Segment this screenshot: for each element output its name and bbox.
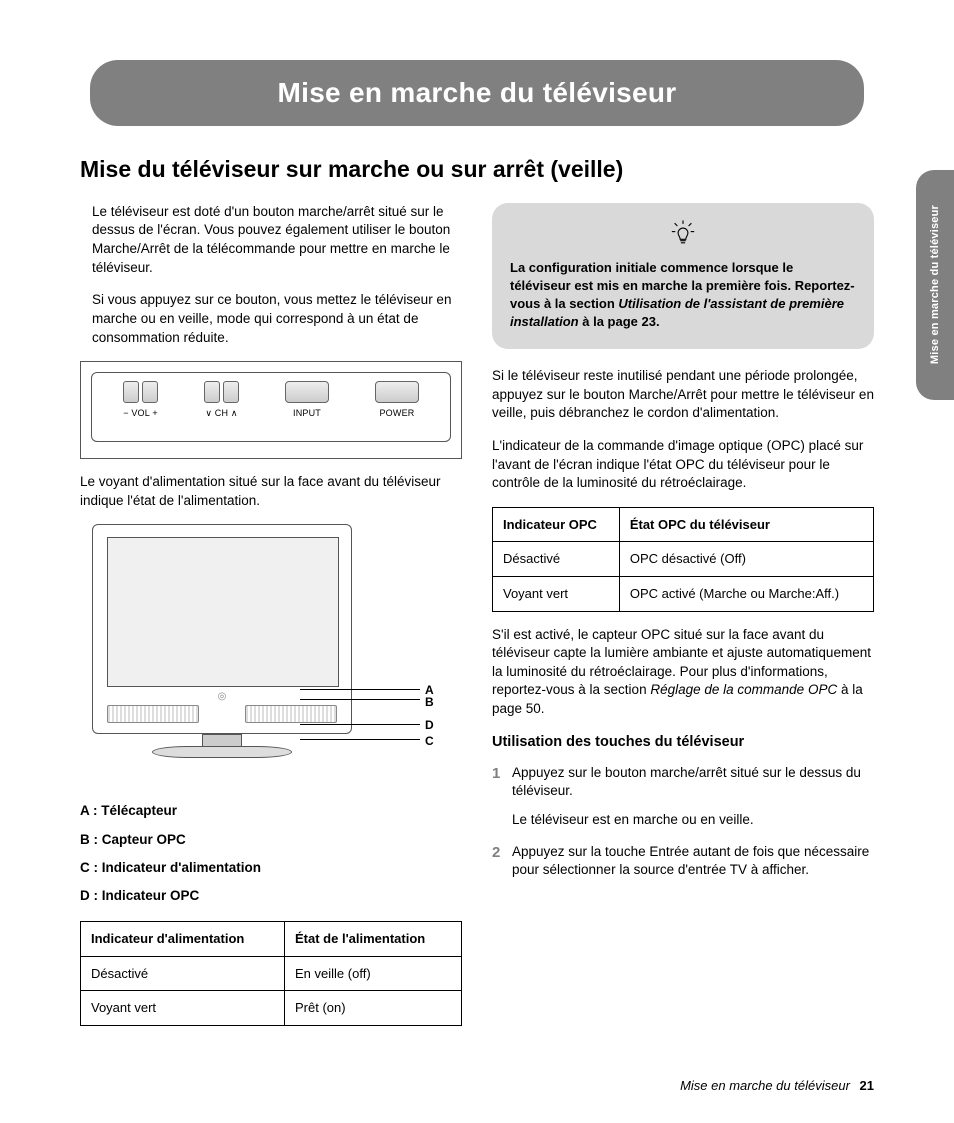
title-banner: Mise en marche du téléviseur <box>90 60 864 126</box>
callout-d: D <box>425 717 434 733</box>
t2-r0-c0: Désactivé <box>493 542 620 577</box>
para-r1: Si le téléviseur reste inutilisé pendant… <box>492 367 874 423</box>
power-button: POWER <box>375 381 419 419</box>
legend-c: C : Indicateur d'alimentation <box>80 859 462 877</box>
t2-h1: Indicateur OPC <box>493 507 620 542</box>
power-label: POWER <box>379 407 414 419</box>
t2-r1-c0: Voyant vert <box>493 576 620 611</box>
tip-box: La configuration initiale commence lorsq… <box>492 203 874 349</box>
tv-figure: ◎ A B D C <box>80 524 462 784</box>
step-2-text: Appuyez sur la touche Entrée autant de f… <box>512 844 869 877</box>
tip-text: La configuration initiale commence lorsq… <box>510 259 856 331</box>
t2-r1-c1: OPC activé (Marche ou Marche:Aff.) <box>619 576 873 611</box>
footer: Mise en marche du téléviseur 21 <box>680 1077 874 1095</box>
legend-a: A : Télécapteur <box>80 802 462 820</box>
step-1-num: 1 <box>492 764 500 784</box>
power-indicator-table: Indicateur d'alimentation État de l'alim… <box>80 921 462 1026</box>
step-1-after: Le téléviseur est en marche ou en veille… <box>512 811 874 829</box>
legend-list: A : Télécapteur B : Capteur OPC C : Indi… <box>80 802 462 905</box>
table-row: Désactivé En veille (off) <box>81 956 462 991</box>
t1-r1-c0: Voyant vert <box>81 991 285 1026</box>
ch-label: ∨ CH ∧ <box>205 407 237 419</box>
vol-label: − VOL + <box>123 407 158 419</box>
callout-c: C <box>425 733 434 749</box>
t1-h2: État de l'alimentation <box>285 922 462 957</box>
control-panel-figure: − VOL + ∨ CH ∧ INPUT POWER <box>80 361 462 459</box>
two-columns: Le téléviseur est doté d'un bouton march… <box>80 203 874 1040</box>
table-row: Désactivé OPC désactivé (Off) <box>493 542 874 577</box>
step-2-num: 2 <box>492 843 500 863</box>
t1-r0-c1: En veille (off) <box>285 956 462 991</box>
callout-b: B <box>425 694 434 710</box>
tip-t2: à la page 23. <box>579 314 660 329</box>
table-row: Voyant vert Prêt (on) <box>81 991 462 1026</box>
t1-r0-c0: Désactivé <box>81 956 285 991</box>
para-r2: L'indicateur de la commande d'image opti… <box>492 437 874 493</box>
page: Mise en marche du téléviseur Mise du tél… <box>0 0 954 1080</box>
step-1: 1 Appuyez sur le bouton marche/arrêt sit… <box>492 764 874 829</box>
steps-list: 1 Appuyez sur le bouton marche/arrêt sit… <box>492 764 874 879</box>
para-intro-1: Le téléviseur est doté d'un bouton march… <box>80 203 462 278</box>
input-label: INPUT <box>293 407 321 419</box>
t2-r0-c1: OPC désactivé (Off) <box>619 542 873 577</box>
footer-text: Mise en marche du téléviseur <box>680 1078 850 1093</box>
p3em: Réglage de la commande OPC <box>650 682 837 697</box>
t1-r1-c1: Prêt (on) <box>285 991 462 1026</box>
legend-b: B : Capteur OPC <box>80 831 462 849</box>
ch-buttons: ∨ CH ∧ <box>204 381 239 419</box>
para-intro-2: Si vous appuyez sur ce bouton, vous mett… <box>80 291 462 347</box>
sub-heading: Utilisation des touches du téléviseur <box>492 733 874 753</box>
left-column: Le téléviseur est doté d'un bouton march… <box>80 203 462 1040</box>
para-r3: S'il est activé, le capteur OPC situé su… <box>492 626 874 719</box>
step-2: 2 Appuyez sur la touche Entrée autant de… <box>492 843 874 879</box>
t2-h2: État OPC du téléviseur <box>619 507 873 542</box>
legend-d: D : Indicateur OPC <box>80 887 462 905</box>
right-column: La configuration initiale commence lorsq… <box>492 203 874 1040</box>
section-heading: Mise du téléviseur sur marche ou sur arr… <box>80 154 874 185</box>
t1-h1: Indicateur d'alimentation <box>81 922 285 957</box>
para-led: Le voyant d'alimentation situé sur la fa… <box>80 473 462 510</box>
step-1-text: Appuyez sur le bouton marche/arrêt situé… <box>512 765 861 798</box>
opc-indicator-table: Indicateur OPC État OPC du téléviseur Dé… <box>492 507 874 612</box>
table-row: Voyant vert OPC activé (Marche ou Marche… <box>493 576 874 611</box>
page-number: 21 <box>860 1078 874 1093</box>
lightbulb-icon <box>510 219 856 252</box>
vol-buttons: − VOL + <box>123 381 158 419</box>
input-button: INPUT <box>285 381 329 419</box>
